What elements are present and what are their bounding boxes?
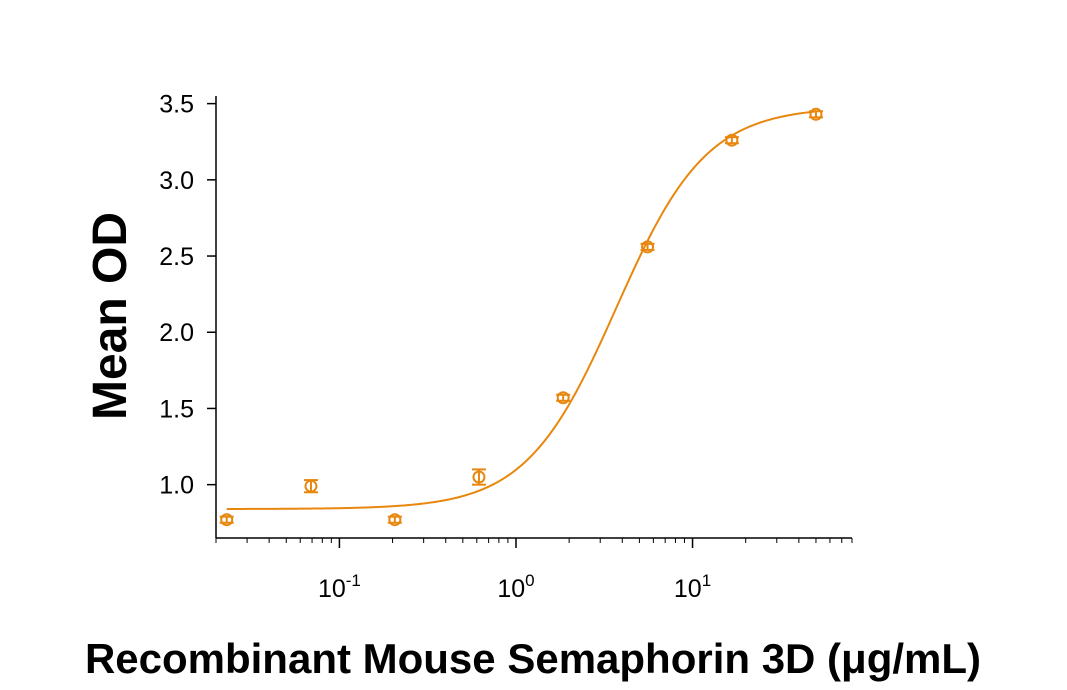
- axes: [215, 96, 852, 539]
- point-marker: [304, 479, 318, 493]
- point-marker: [556, 391, 570, 405]
- y-tick-label: 3.5: [159, 91, 194, 119]
- points-group: [219, 107, 823, 527]
- fit-curve: [226, 110, 817, 510]
- y-ticks: 1.0 1.5 2.0 2.5 3.0 3.5: [159, 91, 216, 500]
- x-tick-label: 101: [674, 571, 711, 603]
- x-tick-label-base: 10: [318, 575, 346, 603]
- data-point: [724, 133, 739, 147]
- y-tick-label: 1.5: [159, 395, 194, 423]
- x-tick-label-exponent: 1: [702, 571, 711, 590]
- data-point: [471, 468, 486, 486]
- y-axis-title: Mean OD: [84, 212, 137, 420]
- point-marker: [388, 513, 402, 527]
- x-tick-label-base: 10: [674, 575, 702, 603]
- point-marker: [220, 513, 234, 527]
- x-tick-label-base: 10: [497, 575, 525, 603]
- x-tick-label: 10-1: [318, 571, 361, 603]
- y-tick-label: 2.5: [159, 243, 194, 271]
- data-point: [640, 240, 655, 254]
- y-tick-label: 3.0: [159, 167, 194, 195]
- data-point: [808, 107, 823, 121]
- x-ticks: 10-1 100 101: [215, 538, 853, 603]
- point-marker: [641, 240, 655, 254]
- data-point: [387, 513, 402, 527]
- data-point: [556, 391, 571, 405]
- y-tick-label: 2.0: [159, 319, 194, 347]
- x-tick-label-exponent: 0: [525, 571, 534, 590]
- data-point: [219, 513, 234, 527]
- x-tick-label-exponent: -1: [346, 571, 361, 590]
- x-axis-title: Recombinant Mouse Semaphorin 3D (μg/mL): [85, 635, 981, 682]
- fit-group: [226, 110, 817, 510]
- point-marker: [725, 133, 739, 147]
- point-marker: [472, 470, 486, 484]
- y-tick-label: 1.0: [159, 472, 194, 500]
- x-tick-label: 100: [497, 571, 534, 603]
- point-marker: [809, 107, 823, 121]
- data-point: [303, 479, 318, 494]
